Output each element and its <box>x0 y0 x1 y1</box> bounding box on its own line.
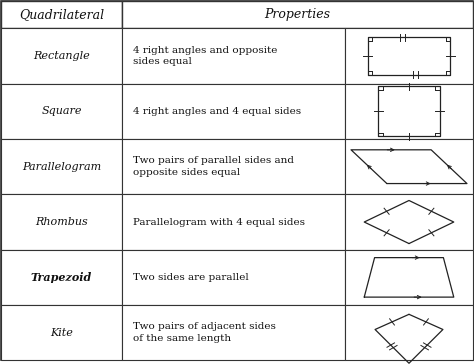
Bar <box>346 84 473 139</box>
Text: Kite: Kite <box>50 328 73 338</box>
Bar <box>121 250 346 305</box>
Text: Rhombus: Rhombus <box>35 217 88 227</box>
Text: Parallelogram with 4 equal sides: Parallelogram with 4 equal sides <box>133 218 305 226</box>
Bar <box>346 250 473 305</box>
Bar <box>1 305 121 360</box>
Bar <box>121 28 346 84</box>
Text: Two pairs of adjacent sides
of the same length: Two pairs of adjacent sides of the same … <box>133 323 276 343</box>
Bar <box>1 139 121 194</box>
Bar <box>121 1 473 28</box>
Bar <box>1 250 121 305</box>
Bar <box>1 194 121 250</box>
Text: Trapezoid: Trapezoid <box>31 272 92 283</box>
Text: Two pairs of parallel sides and
opposite sides equal: Two pairs of parallel sides and opposite… <box>133 157 294 177</box>
Text: 4 right angles and opposite
sides equal: 4 right angles and opposite sides equal <box>133 46 278 66</box>
Bar <box>346 194 473 250</box>
Bar <box>1 84 121 139</box>
Text: 4 right angles and 4 equal sides: 4 right angles and 4 equal sides <box>133 107 301 116</box>
Text: Two sides are parallel: Two sides are parallel <box>133 273 249 282</box>
Text: Rectangle: Rectangle <box>33 51 90 61</box>
Text: Parallelogram: Parallelogram <box>22 162 101 172</box>
Bar <box>1 1 121 28</box>
Bar <box>346 305 473 360</box>
Bar <box>121 139 346 194</box>
Bar <box>346 28 473 84</box>
Text: Square: Square <box>41 106 82 116</box>
Bar <box>1 28 121 84</box>
Bar <box>346 139 473 194</box>
Bar <box>121 84 346 139</box>
Text: Quadrilateral: Quadrilateral <box>19 8 104 21</box>
Text: Properties: Properties <box>264 8 330 21</box>
Bar <box>121 194 346 250</box>
Bar <box>121 305 346 360</box>
